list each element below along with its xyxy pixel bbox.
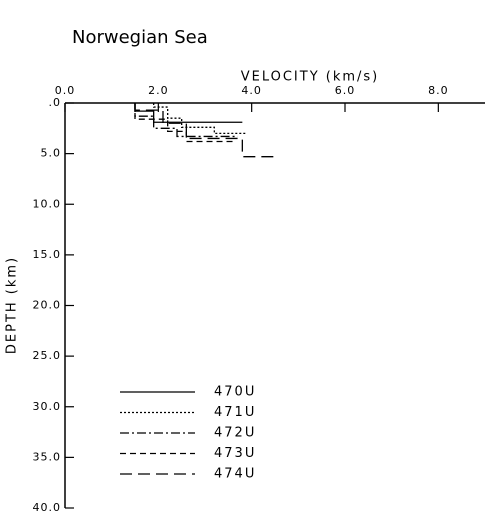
profile-line	[134, 103, 275, 158]
y-tick-label: 35.0	[33, 450, 62, 463]
x-tick-label: 6.0	[335, 84, 356, 97]
x-axis-title: VELOCITY (km/s)	[241, 70, 380, 85]
y-tick-label: 20.0	[33, 299, 62, 312]
legend-label: 474U	[214, 467, 256, 482]
legend-label: 471U	[214, 405, 256, 420]
profile-line	[134, 103, 233, 143]
y-tick-label: 30.0	[33, 400, 62, 413]
legend-label: 472U	[214, 426, 256, 441]
x-tick-label: 4.0	[241, 84, 262, 97]
y-tick-label: 25.0	[33, 349, 62, 362]
y-tick-label: 10.0	[33, 197, 62, 210]
x-tick-label: 2.0	[148, 84, 169, 97]
legend-label: 470U	[214, 385, 256, 400]
x-tick-label: 0.0	[55, 84, 76, 97]
y-tick-label: 40.0	[33, 501, 62, 512]
y-tick-label: 15.0	[33, 248, 62, 261]
chart-title: Norwegian Sea	[72, 27, 208, 48]
legend-label: 473U	[214, 446, 256, 461]
y-tick-label: 5.0	[41, 147, 62, 160]
profile-line	[153, 103, 247, 135]
y-axis-title: DEPTH (km)	[5, 256, 20, 354]
y-tick-label: .0	[49, 96, 62, 109]
x-tick-label: 8.0	[428, 84, 449, 97]
